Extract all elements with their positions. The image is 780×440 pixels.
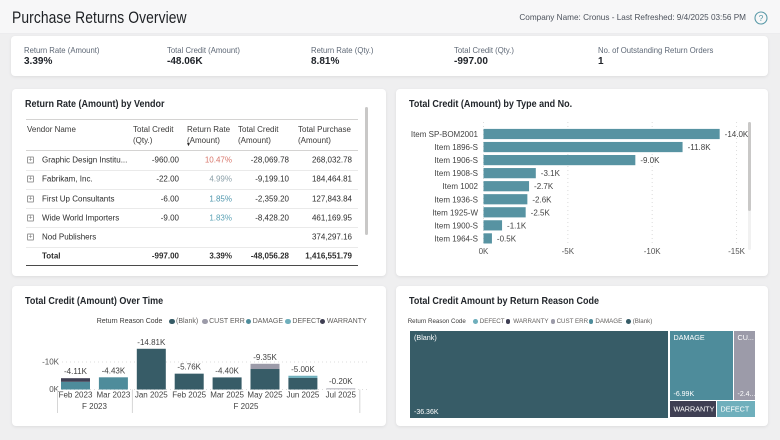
- svg-text:-5.76K: -5.76K: [177, 363, 201, 372]
- svg-text:-11.8K: -11.8K: [688, 143, 712, 152]
- svg-text:Item 1936-S: Item 1936-S: [434, 195, 478, 204]
- svg-text:Item 1964-S: Item 1964-S: [434, 234, 478, 243]
- svg-text:-4.43K: -4.43K: [102, 366, 126, 375]
- svg-text:Jan 2025: Jan 2025: [135, 391, 168, 400]
- svg-text:-5.00K: -5.00K: [291, 365, 315, 374]
- svg-text:Jul 2025: Jul 2025: [326, 391, 357, 400]
- svg-text:?: ?: [759, 13, 764, 23]
- svg-text:0K: 0K: [479, 247, 489, 256]
- svg-text:-2.5K: -2.5K: [531, 208, 551, 217]
- svg-text:-1.1K: -1.1K: [507, 221, 527, 230]
- svg-text:-0.5K: -0.5K: [497, 234, 517, 243]
- svg-text:-2.6K: -2.6K: [532, 195, 552, 204]
- svg-text:-5K: -5K: [562, 247, 575, 256]
- svg-text:-14.0K: -14.0K: [725, 130, 749, 139]
- svg-text:Jun 2025: Jun 2025: [286, 391, 319, 400]
- svg-text:Item 1896-S: Item 1896-S: [434, 143, 478, 152]
- svg-text:F 2023: F 2023: [82, 402, 107, 411]
- svg-text:Feb 2025: Feb 2025: [172, 391, 206, 400]
- svg-text:-14.81K: -14.81K: [137, 338, 166, 347]
- svg-text:F 2025: F 2025: [234, 402, 259, 411]
- svg-text:Mar 2025: Mar 2025: [210, 391, 244, 400]
- svg-text:Item 1900-S: Item 1900-S: [434, 221, 478, 230]
- svg-text:-9.35K: -9.35K: [253, 353, 277, 362]
- svg-text:Item 1002: Item 1002: [442, 182, 478, 191]
- svg-text:Item 1906-S: Item 1906-S: [434, 156, 478, 165]
- svg-text:Item 1925-W: Item 1925-W: [432, 208, 478, 217]
- svg-text:-3.1K: -3.1K: [541, 169, 561, 178]
- svg-text:-10K: -10K: [42, 358, 60, 367]
- svg-text:-0.20K: -0.20K: [329, 377, 353, 386]
- svg-text:0K: 0K: [49, 385, 59, 394]
- svg-text:Item 1908-S: Item 1908-S: [434, 169, 478, 178]
- svg-text:-15K: -15K: [728, 247, 746, 256]
- svg-text:-4.11K: -4.11K: [64, 367, 88, 376]
- svg-text:May 2025: May 2025: [247, 391, 283, 400]
- svg-text:Mar 2023: Mar 2023: [97, 391, 131, 400]
- svg-text:-4.40K: -4.40K: [215, 366, 239, 375]
- svg-text:Item SP-BOM2001: Item SP-BOM2001: [411, 130, 479, 139]
- svg-text:-9.0K: -9.0K: [640, 156, 660, 165]
- svg-text:-10K: -10K: [644, 247, 662, 256]
- svg-text:-2.7K: -2.7K: [534, 182, 554, 191]
- svg-text:Feb 2023: Feb 2023: [59, 391, 93, 400]
